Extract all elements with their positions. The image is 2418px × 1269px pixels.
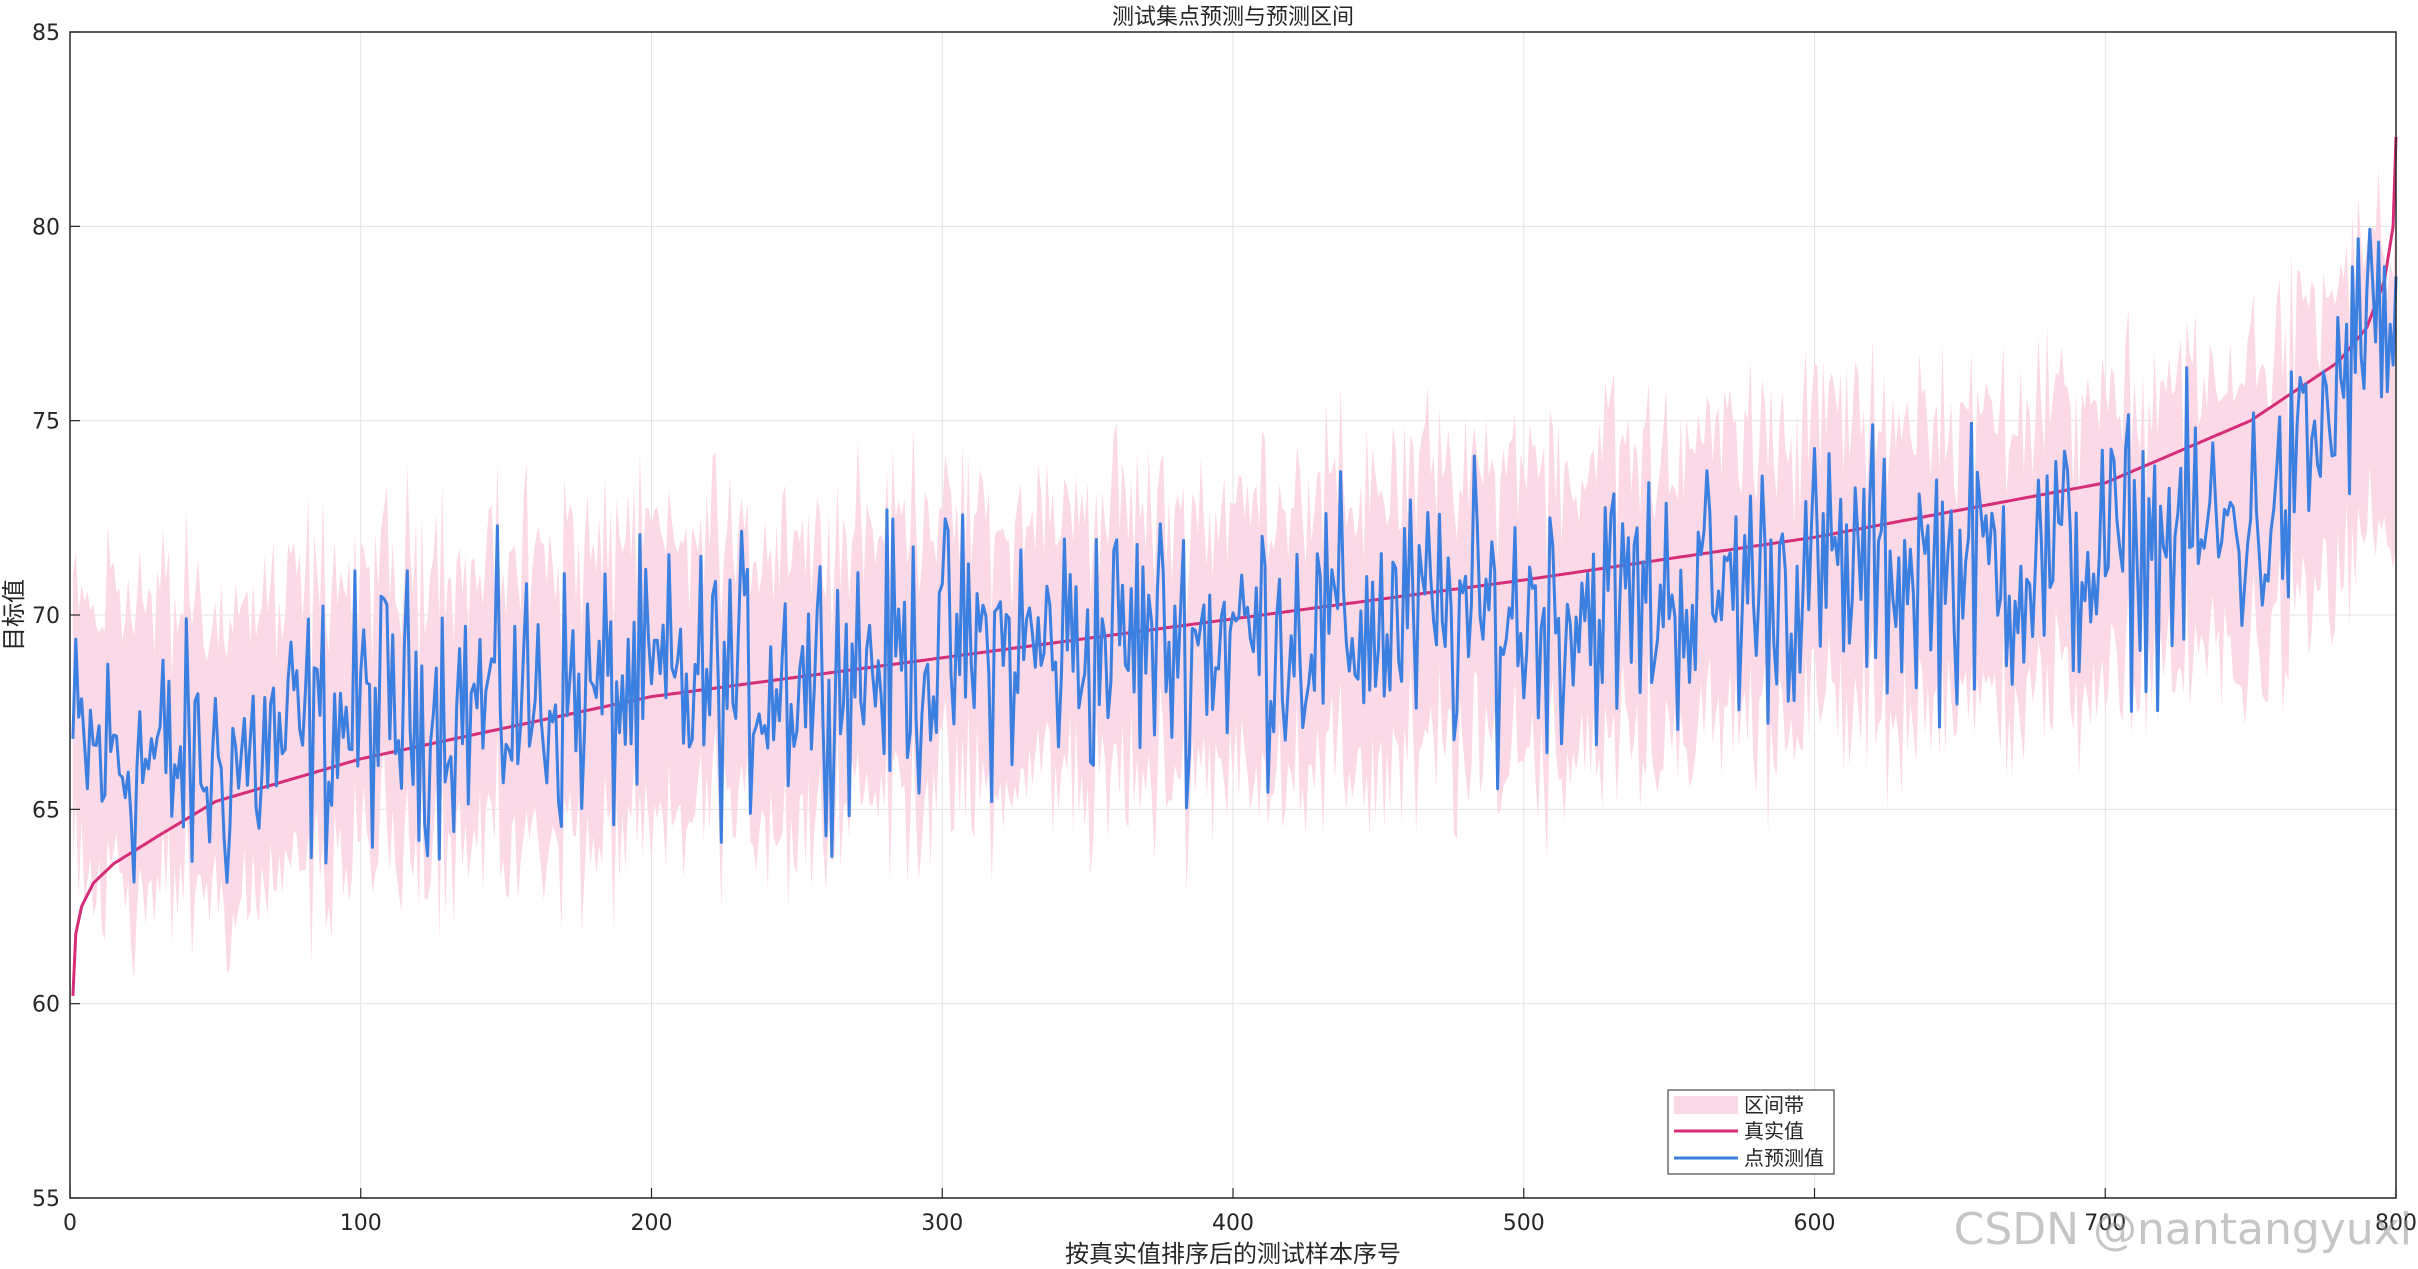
x-axis-label: 按真实值排序后的测试样本序号 xyxy=(1065,1240,1401,1268)
legend-entry-true: 真实值 xyxy=(1744,1119,1804,1143)
y-tick-label: 60 xyxy=(32,993,60,1018)
y-tick-label: 80 xyxy=(32,215,60,240)
y-tick-label: 75 xyxy=(32,410,60,435)
y-tick-label: 55 xyxy=(32,1187,60,1212)
y-tick-label: 70 xyxy=(32,604,60,629)
y-axis-label: 目标值 xyxy=(0,579,28,651)
y-tick-label: 65 xyxy=(32,798,60,823)
watermark: CSDN @nantangyuxi xyxy=(1953,1204,2412,1255)
x-tick-label: 100 xyxy=(340,1211,382,1236)
interval-band xyxy=(72,169,2397,981)
legend-entry-band: 区间带 xyxy=(1744,1093,1804,1117)
predicted-value-line xyxy=(71,227,2398,884)
x-tick-label: 0 xyxy=(63,1211,77,1236)
x-tick-label: 300 xyxy=(921,1211,963,1236)
chart-title: 测试集点预测与预测区间 xyxy=(1112,5,1354,30)
x-tick-label: 600 xyxy=(1794,1211,1836,1236)
x-tick-label: 800 xyxy=(2375,1211,2417,1236)
axis-ticks: 0 100 200 300 400 500 600 700 800 55 60 65 70 75 80 85 xyxy=(32,21,2417,1236)
interval-band-area xyxy=(72,169,2397,981)
legend-entry-pred: 点预测值 xyxy=(1744,1146,1824,1170)
series-lines xyxy=(71,136,2398,996)
x-tick-label: 400 xyxy=(1212,1211,1254,1236)
x-tick-label: 200 xyxy=(631,1211,673,1236)
x-tick-label: 500 xyxy=(1503,1211,1545,1236)
x-tick-label: 700 xyxy=(2084,1211,2126,1236)
legend-swatch-band xyxy=(1674,1096,1738,1114)
y-tick-label: 85 xyxy=(32,21,60,46)
legend: 区间带 真实值 点预测值 xyxy=(1667,1089,1835,1175)
